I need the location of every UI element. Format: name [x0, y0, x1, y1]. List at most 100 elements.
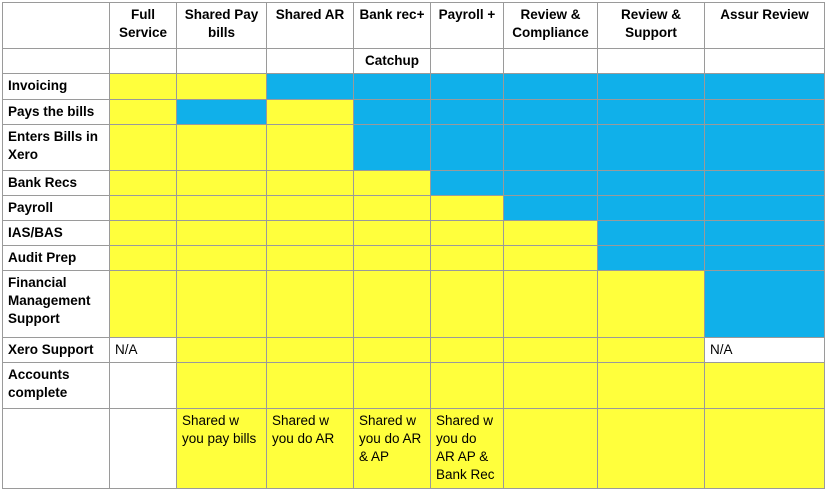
table-cell	[503, 337, 598, 363]
table-cell	[597, 124, 705, 171]
table-cell	[266, 73, 354, 100]
table-cell	[353, 362, 431, 409]
table-cell	[176, 337, 267, 363]
table-cell: Shared w you do AR & AP	[353, 408, 431, 489]
table-cell	[503, 245, 598, 271]
table-cell	[597, 170, 705, 196]
table-cell	[430, 124, 504, 171]
table-cell	[353, 245, 431, 271]
table-cell	[430, 73, 504, 100]
table-cell	[597, 99, 705, 125]
column-subheader	[176, 48, 267, 74]
table-cell	[503, 408, 598, 489]
column-subheader: Catchup	[353, 48, 431, 74]
table-cell	[597, 408, 705, 489]
table-cell	[430, 99, 504, 125]
table-cell	[176, 270, 267, 338]
table-cell	[266, 245, 354, 271]
table-cell	[266, 270, 354, 338]
table-cell	[109, 245, 177, 271]
table-cell	[109, 99, 177, 125]
table-cell	[109, 270, 177, 338]
row-label: Payroll	[2, 195, 110, 221]
column-subheader	[2, 48, 110, 74]
row-label: Audit Prep	[2, 245, 110, 271]
table-cell	[430, 362, 504, 409]
table-row: Audit Prep	[2, 245, 825, 271]
table-row: Xero Support N/A N/A	[2, 337, 825, 363]
table-cell	[704, 408, 825, 489]
table-cell	[704, 170, 825, 196]
table-cell	[597, 337, 705, 363]
table-cell	[597, 195, 705, 221]
row-label: Enters Bills in Xero	[2, 124, 110, 171]
table-row: IAS/BAS	[2, 220, 825, 246]
table-cell	[176, 99, 267, 125]
table-cell	[430, 170, 504, 196]
table-cell	[597, 73, 705, 100]
table-cell	[597, 220, 705, 246]
table-cell	[597, 362, 705, 409]
table-cell	[353, 270, 431, 338]
table-cell: N/A	[704, 337, 825, 363]
table-cell: N/A	[109, 337, 177, 363]
table-cell	[266, 170, 354, 196]
table-cell	[109, 362, 177, 409]
table-cell	[176, 195, 267, 221]
column-subheader	[503, 48, 598, 74]
table-row: Shared w you pay bills Shared w you do AR…	[2, 408, 825, 489]
table-row: Pays the bills	[2, 99, 825, 125]
table-row: Invoicing	[2, 73, 825, 100]
table-cell	[353, 124, 431, 171]
table-cell	[704, 220, 825, 246]
table-cell	[704, 195, 825, 221]
table-cell	[503, 362, 598, 409]
column-subheader	[430, 48, 504, 74]
table-cell	[353, 195, 431, 221]
table-cell	[266, 362, 354, 409]
column-subheader	[597, 48, 705, 74]
column-subheader	[266, 48, 354, 74]
column-header: Shared Pay bills	[176, 2, 267, 49]
table-row: Enters Bills in Xero	[2, 124, 825, 171]
row-label: Accounts complete	[2, 362, 110, 409]
table-cell	[176, 170, 267, 196]
row-label: Bank Recs	[2, 170, 110, 196]
table-cell	[176, 124, 267, 171]
table-cell	[353, 73, 431, 100]
table-cell	[503, 220, 598, 246]
table-cell	[109, 170, 177, 196]
table-cell	[353, 99, 431, 125]
row-label: Financial Management Support	[2, 270, 110, 338]
table-row: Payroll	[2, 195, 825, 221]
column-header: Review & Compliance	[503, 2, 598, 49]
row-label: Xero Support	[2, 337, 110, 363]
header-row: Full Service Shared Pay bills Shared AR Ban…	[2, 2, 825, 49]
table-row: Bank Recs	[2, 170, 825, 196]
table-cell	[109, 408, 177, 489]
table-cell	[503, 270, 598, 338]
column-header	[2, 2, 110, 49]
table-cell	[176, 220, 267, 246]
table-cell	[597, 245, 705, 271]
table-cell	[353, 170, 431, 196]
row-label: IAS/BAS	[2, 220, 110, 246]
table-cell	[353, 337, 431, 363]
table-cell	[704, 99, 825, 125]
column-header: Full Service	[109, 2, 177, 49]
table-cell	[109, 73, 177, 100]
column-subheader	[109, 48, 177, 74]
table-cell	[266, 337, 354, 363]
table-cell: Shared w you do AR AP & Bank Rec	[430, 408, 504, 489]
table-cell	[704, 245, 825, 271]
table-cell	[704, 124, 825, 171]
table-cell	[503, 99, 598, 125]
table-cell: Shared w you do AR	[266, 408, 354, 489]
table-cell	[503, 195, 598, 221]
column-header: Review & Support	[597, 2, 705, 49]
table-cell	[503, 124, 598, 171]
table-cell	[353, 220, 431, 246]
column-header: Bank rec+	[353, 2, 431, 49]
table-cell	[176, 362, 267, 409]
table-row: Accounts complete	[2, 362, 825, 409]
